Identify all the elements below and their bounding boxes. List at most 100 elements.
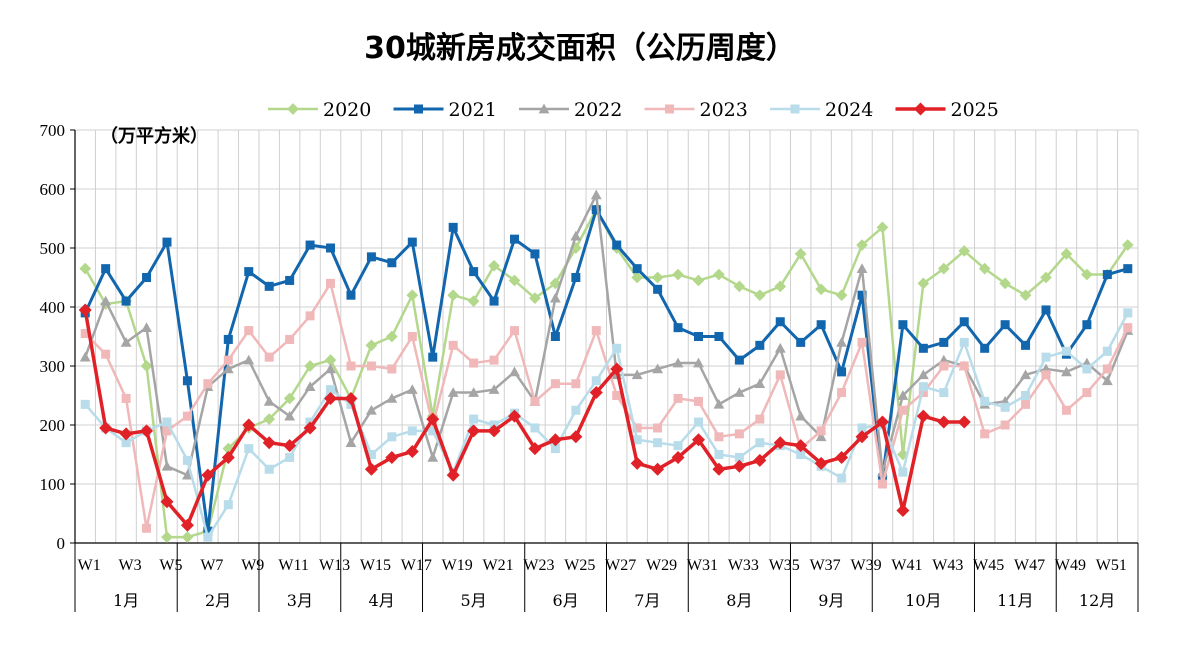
data-point-2023 <box>673 393 683 403</box>
data-point-2023 <box>305 311 315 321</box>
data-point-2021 <box>448 222 458 232</box>
data-point-2023 <box>550 379 560 389</box>
data-point-2023 <box>653 423 663 433</box>
month-label: 2月 <box>205 591 231 610</box>
x-tick-label: W31 <box>687 557 718 574</box>
data-point-2022 <box>345 437 357 448</box>
data-point-2025 <box>508 409 522 423</box>
data-point-2021 <box>101 264 111 274</box>
data-point-2024 <box>326 385 336 395</box>
x-tick-label: W17 <box>401 557 432 574</box>
data-point-2023 <box>1082 388 1092 398</box>
data-point-2025 <box>548 433 562 447</box>
data-point-2022 <box>222 363 234 374</box>
data-point-2020 <box>774 280 787 293</box>
legend-label: 2025 <box>951 99 999 121</box>
data-point-2021 <box>1082 320 1092 330</box>
data-point-2020 <box>672 268 684 281</box>
data-point-2023 <box>816 426 826 436</box>
x-tick-label: W25 <box>564 557 595 574</box>
x-tick-label: W41 <box>891 557 922 574</box>
data-point-2021 <box>1102 270 1112 280</box>
data-point-2020 <box>1060 248 1073 260</box>
data-point-2021 <box>530 249 540 259</box>
data-point-2025 <box>691 433 705 447</box>
data-point-2020 <box>713 268 725 281</box>
x-tick-label: W9 <box>241 557 264 574</box>
data-point-2024 <box>1123 308 1133 318</box>
data-point-2024 <box>428 426 438 436</box>
data-point-2023 <box>489 355 499 365</box>
data-point-2025 <box>794 439 808 453</box>
legend-item-2023: 2023 <box>644 99 748 121</box>
x-tick-label: W39 <box>850 557 881 574</box>
data-point-2025 <box>242 418 256 432</box>
data-point-2022 <box>713 398 725 409</box>
data-point-2023 <box>346 361 356 371</box>
data-point-2024 <box>734 452 744 462</box>
data-point-2023 <box>182 411 192 421</box>
data-point-2025 <box>99 421 113 435</box>
data-point-2021 <box>571 273 581 282</box>
data-point-2020 <box>753 289 766 302</box>
month-label: 3月 <box>287 591 313 610</box>
data-point-2021 <box>428 352 438 362</box>
data-point-2021 <box>162 237 172 247</box>
series-line-2022 <box>84 193 1129 477</box>
data-point-2023 <box>959 361 969 371</box>
data-point-2020 <box>835 289 848 302</box>
data-point-2025 <box>221 450 235 464</box>
data-point-2024 <box>1061 346 1071 356</box>
data-point-2024 <box>796 450 806 459</box>
data-point-2020 <box>304 360 316 372</box>
data-point-2022 <box>141 322 152 332</box>
data-point-2020 <box>406 289 419 302</box>
data-point-2025 <box>140 424 154 438</box>
data-point-2020 <box>1019 289 1032 302</box>
x-tick-label: W23 <box>523 557 554 574</box>
data-point-2020 <box>161 531 173 543</box>
legend: 2020 2021 2022 2023 2024 2025 <box>268 99 999 121</box>
data-point-2021 <box>264 281 274 291</box>
data-point-2025 <box>201 468 215 482</box>
data-point-2024 <box>1021 391 1031 400</box>
legend-marker <box>538 103 550 114</box>
data-point-2021 <box>693 332 703 341</box>
legend-item-2021: 2021 <box>393 99 497 121</box>
data-point-2021 <box>223 334 233 344</box>
data-point-2025 <box>896 504 910 518</box>
data-point-2024 <box>530 423 540 433</box>
x-tick-label: W29 <box>646 557 677 574</box>
data-point-2025 <box>671 450 685 464</box>
data-point-2023 <box>264 352 274 362</box>
data-point-2022 <box>897 390 909 400</box>
data-point-2021 <box>244 267 254 277</box>
legend-marker <box>790 104 800 114</box>
data-point-2024 <box>264 464 274 474</box>
x-tick-label: W35 <box>769 557 800 574</box>
data-point-2022 <box>672 357 684 368</box>
month-label: 12月 <box>1079 591 1115 610</box>
legend-item-2024: 2024 <box>770 99 873 121</box>
data-point-2022 <box>120 337 132 347</box>
data-point-2023 <box>1021 399 1031 409</box>
data-point-2022 <box>243 354 255 365</box>
x-tick-label: W13 <box>319 557 350 574</box>
data-point-2024 <box>612 343 622 353</box>
data-point-2023 <box>121 393 131 403</box>
data-point-2021 <box>1041 305 1051 315</box>
data-point-2020 <box>897 448 909 461</box>
data-point-2023 <box>142 523 152 533</box>
data-point-2024 <box>714 450 724 459</box>
data-point-2022 <box>815 431 827 442</box>
data-point-2025 <box>732 459 746 473</box>
data-point-2024 <box>182 455 192 465</box>
legend-label: 2022 <box>574 99 622 121</box>
y-tick-label: 300 <box>40 357 66 376</box>
data-point-2023 <box>591 326 601 336</box>
month-label: 8月 <box>726 591 752 610</box>
x-tick-label: W11 <box>278 557 309 574</box>
data-point-2020 <box>386 330 398 343</box>
data-point-2020 <box>917 277 930 290</box>
data-point-2025 <box>630 456 644 470</box>
